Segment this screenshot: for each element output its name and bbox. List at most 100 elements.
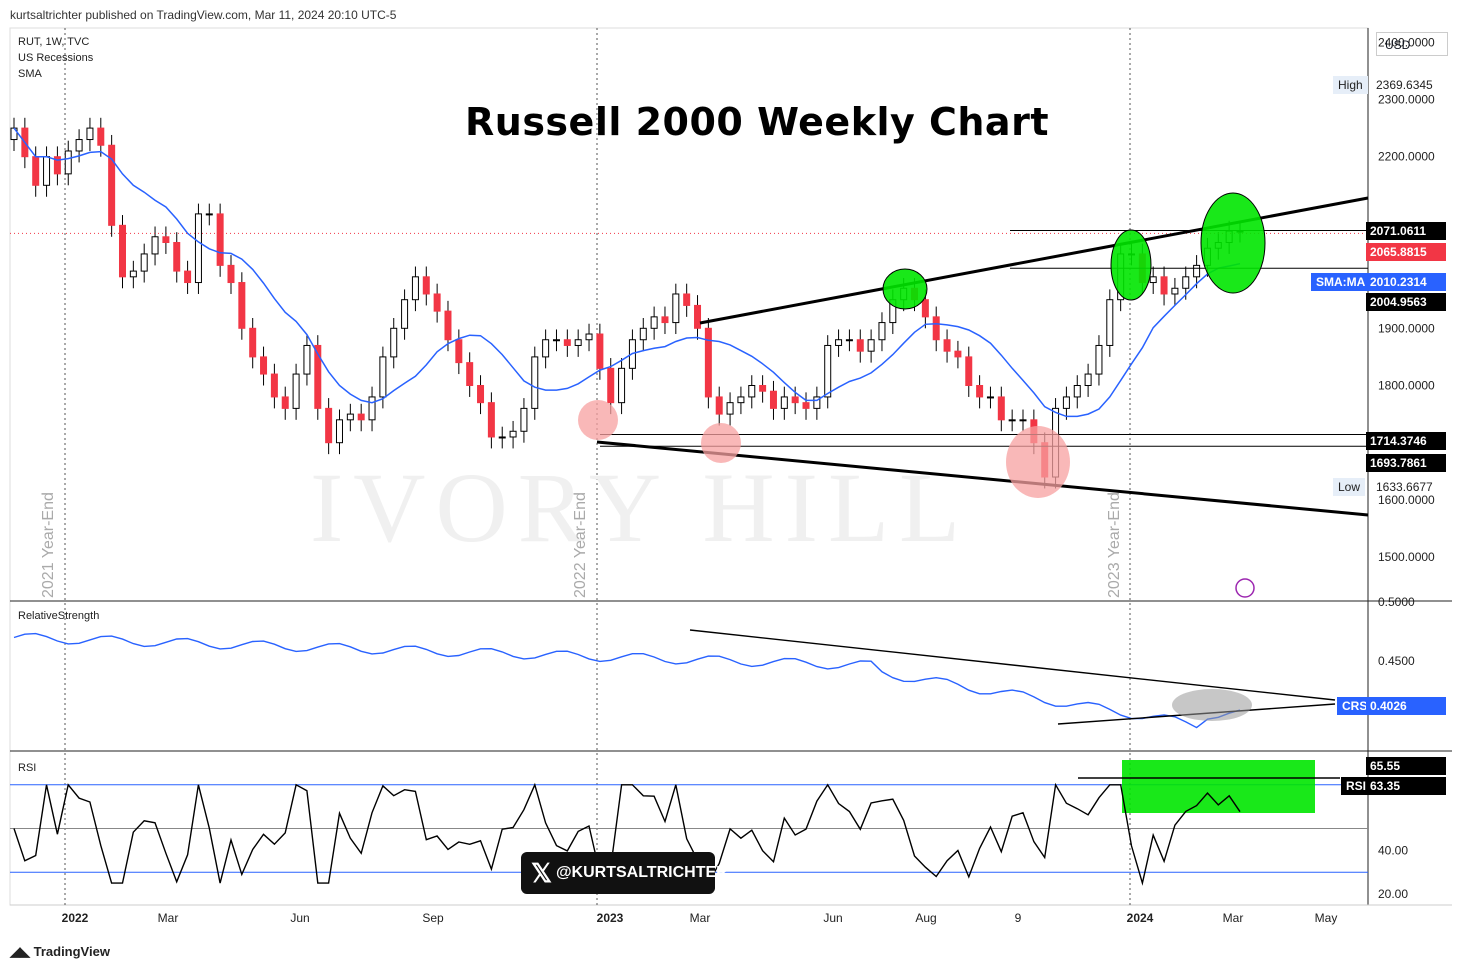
candle bbox=[856, 339, 864, 352]
candle bbox=[75, 139, 83, 152]
sma-line bbox=[13, 127, 1241, 418]
candle bbox=[1084, 373, 1092, 386]
candle bbox=[86, 127, 94, 141]
candle bbox=[53, 156, 61, 175]
candle bbox=[466, 362, 474, 386]
currency-selector[interactable]: USD bbox=[1376, 32, 1448, 56]
price-tick-label: 2300.0000 bbox=[1378, 93, 1435, 107]
candle bbox=[303, 344, 311, 375]
candle bbox=[1073, 385, 1081, 398]
candle bbox=[965, 356, 973, 386]
chart-title: Russell 2000 Weekly Chart bbox=[465, 100, 1049, 144]
candle bbox=[563, 339, 571, 346]
candle bbox=[824, 344, 832, 398]
time-tick-label: Aug bbox=[915, 911, 936, 925]
candle bbox=[140, 253, 148, 272]
candle bbox=[368, 396, 376, 421]
rs-pane-label[interactable]: RelativeStrength bbox=[18, 610, 100, 622]
rs-tick-label: 0.5000 bbox=[1378, 595, 1415, 609]
candle bbox=[574, 339, 582, 346]
year-end-label-2021: 2021 Year-End bbox=[40, 492, 57, 598]
candle bbox=[607, 367, 615, 404]
rsi-tag-label: RSI bbox=[1341, 777, 1372, 795]
candle bbox=[1182, 276, 1190, 289]
candle bbox=[921, 299, 929, 318]
highlight-circle bbox=[1110, 229, 1152, 301]
time-tick-label: Mar bbox=[690, 911, 711, 925]
price-tag-2004: 2004.9563 bbox=[1366, 293, 1446, 311]
time-tick-label: 2024 bbox=[1127, 911, 1154, 925]
candle bbox=[477, 385, 485, 404]
candle bbox=[173, 242, 181, 272]
price-tick-label: 1500.0000 bbox=[1378, 550, 1435, 564]
price-tag-last: 2065.8815 bbox=[1366, 243, 1446, 261]
high-label: High bbox=[1333, 76, 1368, 94]
sma-tag-label: SMA:MA bbox=[1311, 273, 1371, 291]
candle bbox=[552, 339, 560, 342]
highlight-circle bbox=[701, 423, 741, 463]
recession-indicator-label[interactable]: US Recessions bbox=[18, 52, 94, 64]
candle bbox=[835, 339, 843, 346]
candle bbox=[650, 316, 658, 329]
low-value: 1633.6677 bbox=[1376, 480, 1433, 494]
year-end-label-2022: 2022 Year-End bbox=[572, 492, 589, 598]
candle bbox=[108, 144, 116, 226]
candle bbox=[661, 316, 669, 324]
tradingview-footer[interactable]: ◢◣ TradingView bbox=[10, 944, 110, 959]
candle bbox=[487, 402, 495, 438]
candle bbox=[346, 413, 354, 421]
candle bbox=[498, 436, 506, 439]
candle bbox=[151, 236, 159, 255]
rsi-tag-upper: 65.55 bbox=[1366, 757, 1446, 775]
rsi-tick-label: 20.00 bbox=[1378, 887, 1408, 901]
candle bbox=[118, 224, 126, 278]
candle bbox=[1019, 419, 1027, 422]
candle bbox=[411, 276, 419, 301]
candle bbox=[1106, 299, 1114, 346]
rsi-tick-label: 40.00 bbox=[1378, 843, 1408, 857]
candle bbox=[1171, 287, 1179, 295]
watermark: IVORY HILL bbox=[310, 452, 971, 563]
time-tick-label: 2022 bbox=[62, 911, 89, 925]
candle bbox=[639, 327, 647, 341]
candle bbox=[444, 310, 452, 341]
candle bbox=[10, 127, 18, 141]
upper-trendline bbox=[699, 196, 1369, 325]
candle bbox=[520, 407, 528, 432]
x-handle-badge: 𝕏 @KURTSALTRICHTER bbox=[521, 852, 728, 894]
sma-tag-value: 2010.2314 bbox=[1366, 273, 1446, 291]
candle bbox=[97, 127, 105, 146]
rs-highlight-ellipse bbox=[1172, 689, 1252, 721]
candle bbox=[325, 407, 333, 444]
time-tick-label: Jun bbox=[823, 911, 842, 925]
candle bbox=[162, 236, 170, 243]
candle bbox=[813, 396, 821, 409]
candle bbox=[748, 385, 756, 398]
candle bbox=[683, 293, 691, 306]
candle bbox=[954, 350, 962, 358]
sma-indicator-label[interactable]: SMA bbox=[18, 68, 42, 80]
candle bbox=[769, 390, 777, 409]
price-tick-label: 1600.0000 bbox=[1378, 493, 1435, 507]
candle bbox=[249, 327, 257, 358]
candle bbox=[715, 396, 723, 415]
candle bbox=[1160, 276, 1168, 295]
candle bbox=[314, 344, 322, 409]
crs-tag-label: CRS bbox=[1337, 697, 1373, 715]
candle bbox=[759, 385, 767, 392]
candle bbox=[596, 333, 604, 369]
price-tag-1714: 1714.3746 bbox=[1366, 432, 1446, 450]
time-tick-label: Jun bbox=[290, 911, 309, 925]
candle bbox=[943, 339, 951, 352]
time-tick-label: Mar bbox=[158, 911, 179, 925]
price-tag-1693: 1693.7861 bbox=[1366, 454, 1446, 472]
candle bbox=[867, 339, 875, 352]
candle bbox=[335, 419, 343, 444]
rsi-pane-label[interactable]: RSI bbox=[18, 762, 37, 774]
candle bbox=[238, 282, 246, 329]
rs-tick-label: 0.4500 bbox=[1378, 654, 1415, 668]
candle bbox=[32, 156, 40, 186]
price-tick-label: 1800.0000 bbox=[1378, 379, 1435, 393]
time-tick-label: 2023 bbox=[597, 911, 624, 925]
candle bbox=[791, 396, 799, 404]
